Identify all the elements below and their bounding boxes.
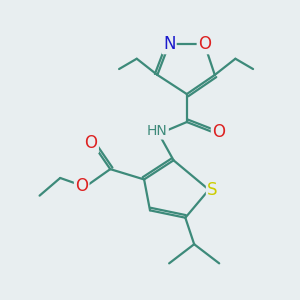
Text: O: O xyxy=(198,35,211,53)
Text: O: O xyxy=(75,177,88,195)
Text: S: S xyxy=(207,181,218,199)
Text: O: O xyxy=(212,123,225,141)
Text: O: O xyxy=(85,134,98,152)
Text: N: N xyxy=(163,35,175,53)
Text: HN: HN xyxy=(147,124,168,138)
